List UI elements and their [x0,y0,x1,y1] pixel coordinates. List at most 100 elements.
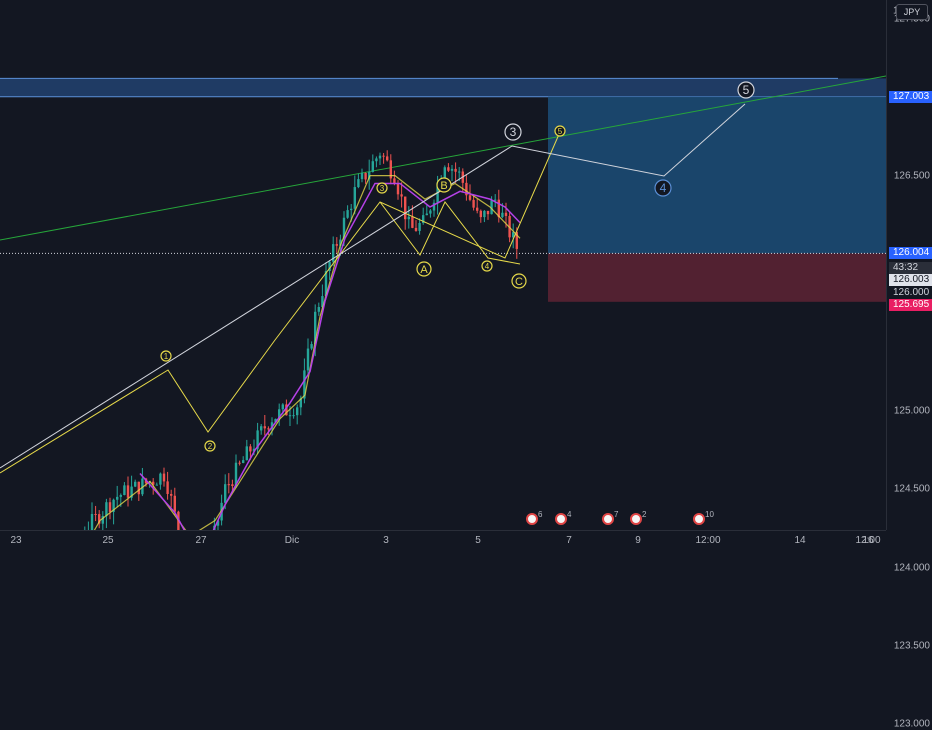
candle-body [324,271,328,297]
candle [422,207,425,225]
price-tick-label-partial: 1 [893,6,899,17]
chart-area[interactable]: 1 2 3 4 5 A B C 3 4 5 [0,0,886,530]
candle-body [386,156,389,161]
candle-body [432,202,436,211]
candle [108,497,112,520]
candle-body [274,418,277,423]
elliott-impulse-line [0,131,561,474]
candle-body [422,215,425,224]
event-count: 6 [538,510,543,519]
candle [84,526,86,530]
wave-label-minor-2-text: 2 [208,442,213,451]
candle [216,519,220,530]
candle-body [94,513,97,515]
wave-label-c: C [511,273,527,289]
wave-label-b-text: B [440,180,447,192]
trendline [0,75,886,241]
candle [454,162,457,183]
candle-body [234,462,238,487]
candle-body [152,481,155,485]
candle-body [335,244,338,246]
candle-body [173,495,176,512]
candle [483,210,486,223]
candle-body [458,171,461,173]
candle-body [278,409,281,419]
candle-body [314,311,317,345]
candle-body [238,462,241,464]
wave-label-minor-3-ring [376,182,388,194]
candle-body [425,213,428,216]
price-tick-label: 126.500 [893,170,930,182]
candle-body [404,196,407,220]
price-badge: 125.695 [889,299,932,312]
candle-body [159,473,162,485]
wave-label-major-3: 3 [504,123,522,141]
candle-body [108,502,112,512]
candle-body [357,179,360,188]
candle [476,198,479,214]
event-marker-icon[interactable] [602,513,614,525]
currency-selector[interactable]: JPY [896,4,928,20]
candle [123,482,126,496]
candle-body [281,404,284,410]
wave-label-minor-5-ring [554,125,566,137]
position-stop-zone [548,253,886,302]
candle [364,172,367,184]
candle-body [285,404,288,416]
candle [256,422,259,454]
event-count: 4 [567,510,572,519]
candle [317,302,320,316]
time-tick-label: 27 [195,535,207,546]
candle [159,472,162,490]
resistance-zone [0,78,886,97]
candle [382,152,385,164]
candle-body [317,307,320,312]
candle [310,341,313,351]
elliott-corrective-line [379,201,521,265]
candle-body [501,212,504,218]
candle-body [414,227,418,231]
candle-body [216,520,220,526]
candle-body [504,212,508,216]
candle [386,150,389,162]
candle-body [270,422,274,429]
event-count: 7 [614,510,619,519]
event-marker-icon[interactable] [526,513,538,525]
candle-body [418,223,421,231]
candle-body [378,155,382,159]
candle-body [105,502,108,517]
candle [306,338,310,376]
wave-label-minor-1-text: 1 [164,352,169,361]
price-badge: 126.004 [889,247,932,260]
wave-label-major-5-text: 5 [743,83,750,97]
candle-body [170,493,173,496]
event-marker-icon[interactable] [693,513,705,525]
candle [126,476,130,507]
wave-label-major-3-ring [504,123,522,141]
wave-projection-line [0,103,746,469]
price-chart[interactable]: 1 2 3 4 5 A B C 3 4 5 [0,0,886,530]
wave-label-minor-3: 3 [376,182,388,194]
candle-body [375,158,378,162]
candles [84,150,518,530]
candle [346,205,349,219]
candle-body [299,398,302,408]
time-tick-label: 16 [862,535,874,546]
time-axis[interactable]: 23 25 27 Dic 3 5 7 9 12:00 14 16 12:00 [0,530,886,551]
position-target-zone [548,96,886,254]
wave-label-major-3-text: 3 [510,125,517,139]
event-marker-icon[interactable] [630,513,642,525]
wave-label-b: B [436,177,452,193]
price-axis[interactable]: 128.500128.000127.500127.000126.500126.0… [886,0,932,730]
candle-body [368,171,371,180]
time-tick-label: 25 [102,535,114,546]
candle-body [227,484,230,486]
candle [425,204,428,216]
time-tick-label: Dic [284,535,300,546]
candle [335,237,338,253]
event-marker-icon[interactable] [555,513,567,525]
candle-body [267,428,270,430]
time-tick-label: 7 [566,535,572,546]
candle-body [288,415,292,417]
candle-body [296,407,299,416]
